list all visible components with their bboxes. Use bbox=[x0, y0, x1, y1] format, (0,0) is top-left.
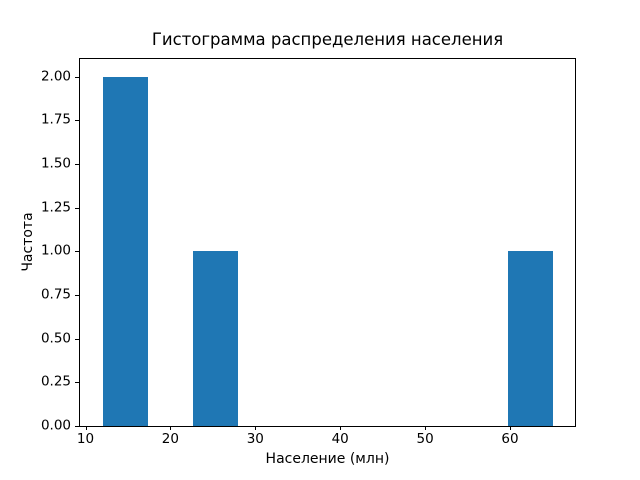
x-tick-mark bbox=[85, 426, 87, 430]
y-tick-mark bbox=[75, 120, 79, 122]
plot-area: 10 20 30 40 50 60 0.00 0.25 0.50 0.75 1.00 1.25 1.50… bbox=[41, 58, 576, 446]
y-tick-mark bbox=[75, 426, 79, 427]
y-tick-mark bbox=[75, 76, 79, 78]
x-tick-label: 20 bbox=[161, 431, 179, 447]
x-tick-mark bbox=[510, 426, 511, 430]
x-tick-mark bbox=[340, 426, 342, 430]
y-tick-mark bbox=[75, 294, 79, 296]
histogram-bar bbox=[192, 251, 238, 426]
y-tick-label: 0.25 bbox=[40, 373, 71, 390]
x-tick-mark bbox=[425, 426, 427, 430]
y-tick-label: 1.50 bbox=[40, 155, 71, 172]
x-tick-label: 50 bbox=[416, 431, 434, 447]
y-axis-label: Частота bbox=[20, 212, 36, 272]
y-tick-label: 0.00 bbox=[40, 417, 71, 434]
y-tick-label: 1.25 bbox=[40, 198, 71, 215]
y-tick-mark bbox=[75, 251, 79, 253]
y-tick-mark bbox=[75, 382, 79, 384]
chart-title: Гистограмма распределения населения bbox=[151, 30, 504, 49]
y-tick-mark bbox=[75, 207, 79, 209]
y-tick-mark bbox=[75, 338, 79, 340]
x-tick-mark bbox=[170, 426, 172, 430]
y-tick-label: 0.50 bbox=[40, 329, 71, 346]
x-tick-label: 60 bbox=[501, 431, 519, 447]
y-tick-mark bbox=[75, 163, 79, 165]
y-tick-label: 1.75 bbox=[40, 111, 71, 128]
x-tick-label: 40 bbox=[331, 431, 349, 447]
x-tick-label: 30 bbox=[246, 431, 264, 447]
x-tick-label: 10 bbox=[76, 431, 95, 447]
histogram-bar bbox=[102, 76, 148, 426]
y-tick-label: 1.00 bbox=[40, 242, 71, 259]
x-axis-label: Население (млн) bbox=[265, 451, 390, 467]
histogram-bar bbox=[507, 251, 553, 426]
y-tick-label: 0.75 bbox=[40, 286, 71, 303]
x-tick-mark bbox=[255, 426, 257, 430]
y-tick-label: 2.00 bbox=[40, 67, 71, 84]
